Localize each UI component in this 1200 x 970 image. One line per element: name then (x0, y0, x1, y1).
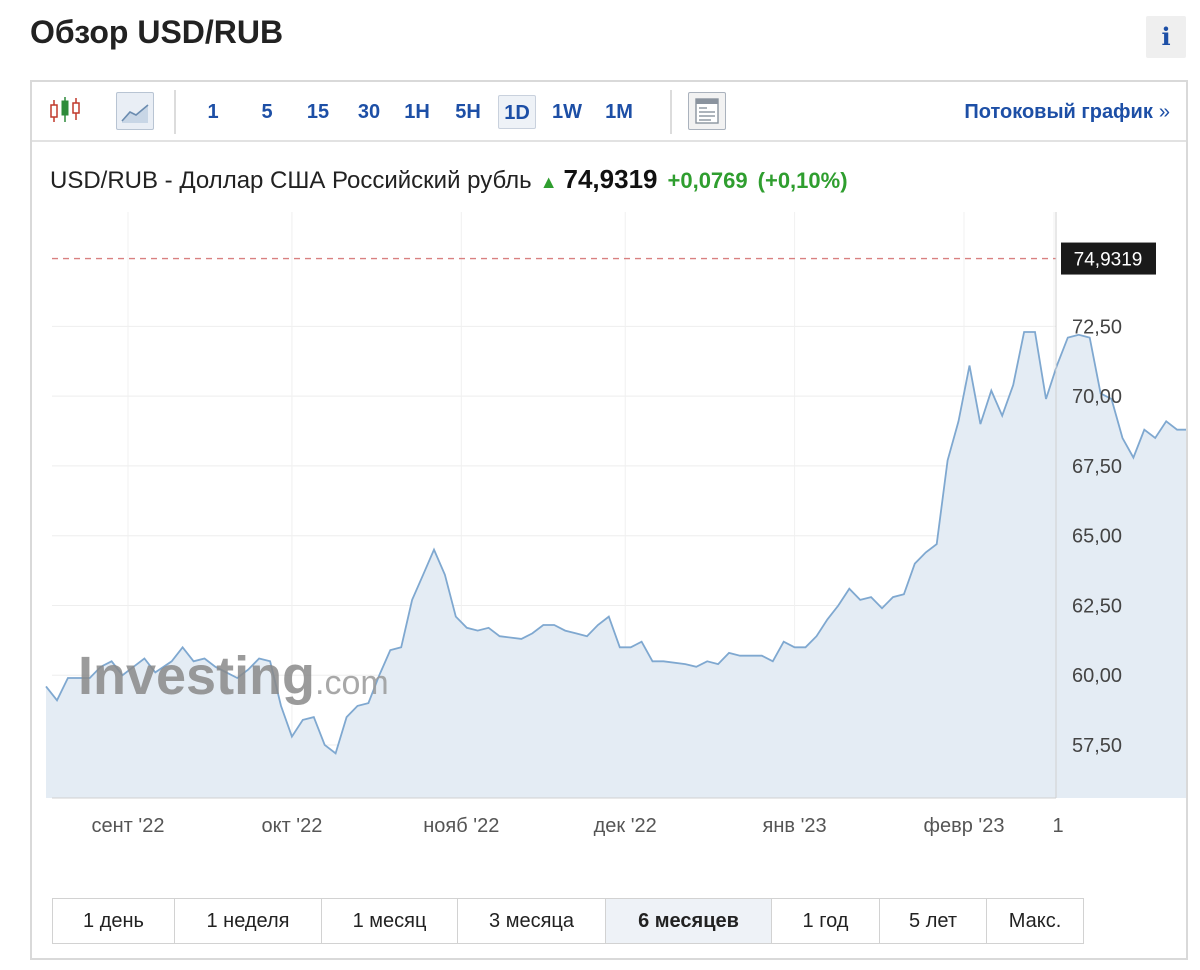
price-chart[interactable]: 57,50 60,00 62,50 65,00 67,50 70,00 72,50 74,93… (32, 82, 1186, 882)
range-button[interactable]: 1 месяц (322, 899, 458, 943)
x-tick-label: нояб '22 (423, 815, 499, 837)
interval-30[interactable]: 30 (357, 101, 381, 123)
x-tick-label: февр '23 (924, 815, 1005, 837)
info-button[interactable]: i (1146, 16, 1186, 58)
interval-5[interactable]: 5 (261, 101, 273, 123)
interval-1h[interactable]: 1H (404, 101, 430, 123)
range-button[interactable]: 5 лет (880, 899, 987, 943)
interval-5h[interactable]: 5H (455, 101, 481, 123)
price-line (45, 331, 1186, 755)
interval-1[interactable]: 1 (207, 101, 219, 123)
y-tick-label: 57,50 (1072, 735, 1122, 757)
chart-widget: 1 5 15 30 1H 5H 1D 1W 1M Потоковый график» USD/R… (30, 80, 1188, 960)
y-tick-label: 65,00 (1072, 526, 1122, 548)
y-tick-label: 62,50 (1072, 595, 1122, 617)
range-button[interactable]: 1 год (772, 899, 880, 943)
page-title: Обзор USD/RUB (30, 14, 284, 50)
price-change-percent: (+0,10%) (757, 168, 848, 193)
investing-watermark: Investing.com (78, 646, 389, 706)
chart-toolbar: 1 5 15 30 1H 5H 1D 1W 1M Потоковый график» (32, 82, 1186, 142)
price-area (46, 332, 1186, 798)
y-tick-label: 60,00 (1072, 665, 1122, 687)
range-button[interactable]: Макс. (1008, 910, 1062, 932)
watermark-brand: Investing (78, 646, 315, 706)
interval-15[interactable]: 15 (306, 101, 330, 123)
instrument-name: USD/RUB - Доллар США Российский рубль (50, 167, 532, 194)
price-change: +0,0769 (667, 168, 748, 193)
area-chart-icon[interactable] (116, 92, 154, 130)
stream-chart-label: Потоковый график (964, 101, 1153, 123)
last-price: 74,9319 (563, 164, 658, 194)
x-tick-label: дек '22 (594, 815, 657, 837)
chart-template-icon[interactable] (688, 92, 726, 130)
last-price-tag-label: 74,9319 (1074, 250, 1143, 271)
toolbar-separator (174, 90, 176, 134)
interval-1w[interactable]: 1W (552, 101, 582, 123)
x-tick-label: янв '23 (763, 815, 827, 837)
interval-1m[interactable]: 1M (605, 101, 633, 123)
double-chevron-right-icon: » (1158, 101, 1170, 123)
arrow-up-icon: ▲ (539, 172, 558, 192)
candlestick-icon[interactable] (46, 92, 84, 130)
range-button[interactable]: 1 день (53, 899, 175, 943)
y-tick-label: 67,50 (1072, 456, 1122, 478)
range-selector: 1 день 1 неделя 1 месяц 3 месяца 6 месяцев 1 … (52, 898, 1084, 944)
stream-chart-link[interactable]: Потоковый график» (964, 96, 1170, 128)
y-tick-label: 72,50 (1072, 316, 1122, 338)
quote-header: USD/RUB - Доллар США Российский рубль ▲ 74… (50, 164, 848, 197)
last-price-tag (1061, 242, 1156, 275)
watermark-suffix: .com (315, 664, 389, 702)
interval-1d[interactable]: 1D (498, 95, 536, 129)
x-tick-label: окт '22 (261, 815, 322, 837)
range-button[interactable]: 3 месяца (458, 899, 606, 943)
range-button[interactable]: 6 месяцев (606, 899, 772, 943)
range-button[interactable]: 1 неделя (175, 899, 322, 943)
y-tick-label: 70,00 (1072, 386, 1122, 408)
x-tick-label: 1 (1052, 815, 1063, 837)
toolbar-separator (670, 90, 672, 134)
x-tick-label: сент '22 (92, 815, 165, 837)
